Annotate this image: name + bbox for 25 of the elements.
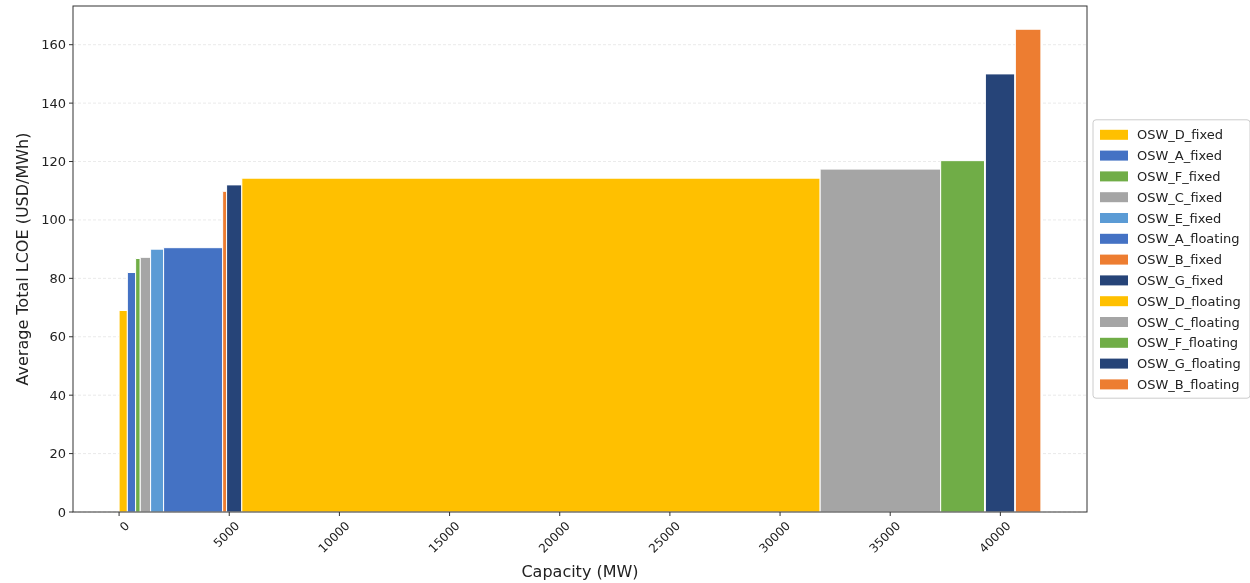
legend-label: OSW_A_floating — [1137, 231, 1240, 247]
legend-label: OSW_G_floating — [1137, 356, 1241, 372]
legend-label: OSW_F_fixed — [1137, 168, 1221, 184]
y-axis-title: Average Total LCOE (USD/MWh) — [13, 132, 32, 386]
y-tick-label: 160 — [41, 37, 66, 53]
legend-label: OSW_A_fixed — [1137, 148, 1222, 164]
legend-label: OSW_B_floating — [1137, 376, 1240, 392]
legend-label: OSW_F_floating — [1137, 335, 1239, 351]
legend-label: OSW_C_fixed — [1137, 189, 1223, 205]
legend-label: OSW_D_floating — [1137, 293, 1241, 309]
y-tick-label: 80 — [49, 270, 66, 286]
y-tick-label: 20 — [49, 446, 66, 462]
legend-label: OSW_B_fixed — [1137, 252, 1222, 268]
y-tick-label: 120 — [41, 154, 66, 170]
legend-label: OSW_E_fixed — [1137, 210, 1222, 226]
x-axis-title: Capacity (MW) — [521, 562, 639, 581]
y-tick-label: 140 — [41, 95, 66, 111]
legend-label: OSW_D_fixed — [1137, 127, 1224, 143]
y-tick-label: 100 — [41, 212, 66, 228]
legend-label: OSW_C_floating — [1137, 314, 1240, 330]
y-tick-label: 0 — [57, 504, 66, 520]
x-tick-label: 0 — [116, 518, 133, 534]
legend-label: OSW_G_fixed — [1137, 272, 1224, 288]
y-tick-label: 60 — [49, 329, 66, 345]
y-tick-label: 40 — [49, 387, 66, 403]
